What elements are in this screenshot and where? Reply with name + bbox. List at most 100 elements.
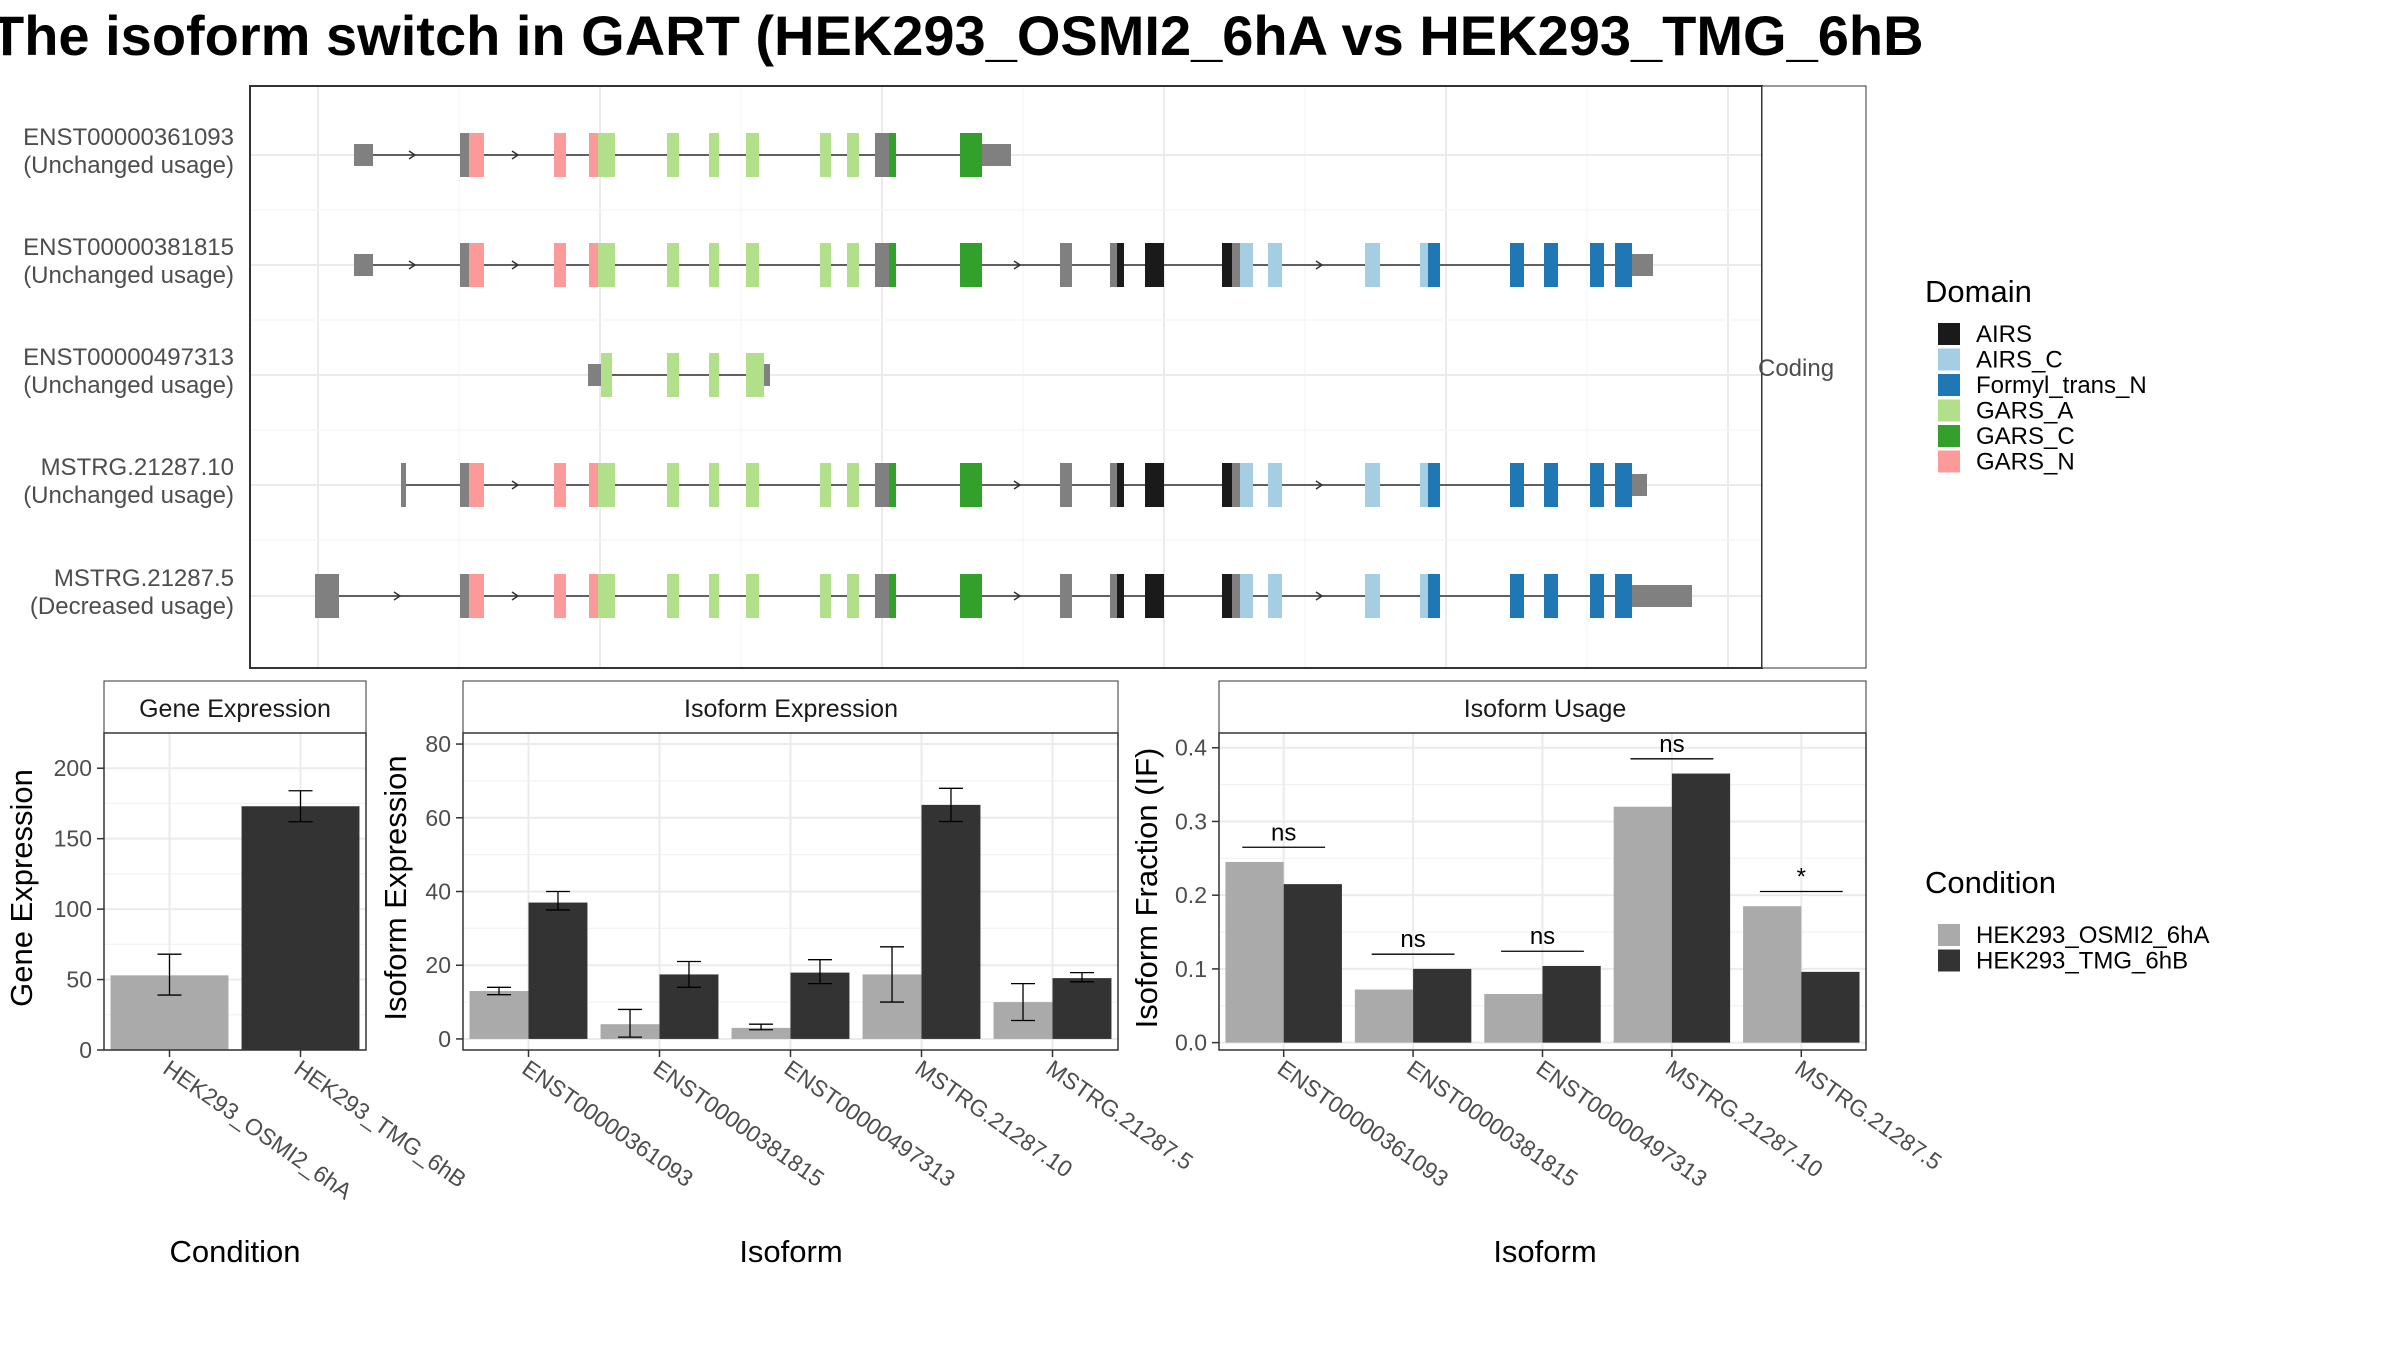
isoform-row-name: ENST00000497313 [23, 344, 234, 371]
bar [1743, 906, 1802, 1043]
exon-segment [598, 463, 615, 507]
exon-segment [598, 243, 615, 287]
condition-legend-title: Condition [1925, 865, 2056, 900]
exon-segment [1145, 243, 1164, 287]
domain-legend-key [1938, 374, 1960, 396]
exon-segment [354, 254, 373, 276]
intron-arrow [1013, 260, 1022, 270]
isoform-row-usage: (Unchanged usage) [23, 482, 234, 509]
exon-segment [667, 463, 679, 507]
isoform-structure-panel: ENST00000361093(Unchanged usage)ENST0000… [23, 85, 1867, 669]
exon-segment [1544, 463, 1558, 507]
exon-segment [1510, 243, 1524, 287]
condition-legend-label: HEK293_TMG_6hB [1976, 948, 2188, 975]
exon-segment [889, 463, 896, 507]
y-tick-label: 0.1 [1175, 956, 1207, 982]
domain-legend-key [1938, 425, 1960, 447]
exon-segment [764, 364, 770, 386]
isoform-row-usage: (Decreased usage) [30, 593, 234, 620]
panel-border [462, 732, 1119, 1051]
exon-segment [1428, 574, 1440, 618]
exon-segment [1615, 574, 1632, 618]
exon-segment [589, 243, 598, 287]
intron-arrow [1013, 591, 1022, 601]
isoform-row-name: ENST00000381815 [23, 234, 234, 261]
bar [241, 806, 360, 1050]
exon-segment [315, 574, 339, 618]
condition-legend-key [1938, 949, 1960, 972]
gene-expression-panel: Condition Gene Expression Gene Expressio… [4, 680, 471, 1269]
exon-segment [1420, 463, 1428, 507]
exon-segment [746, 353, 764, 397]
intron-arrow [393, 591, 402, 601]
exon-segment [1222, 574, 1232, 618]
exon-segment [982, 144, 1011, 166]
domain-legend-label: AIRS [1976, 321, 2032, 348]
exon-segment [820, 243, 831, 287]
y-tick-label: 100 [54, 896, 92, 922]
exon-segment [588, 364, 601, 386]
intron-arrow [511, 260, 520, 270]
isoform-row-usage: (Unchanged usage) [23, 262, 234, 289]
exon-segment [820, 133, 831, 177]
isoform-row-usage: (Unchanged usage) [23, 152, 234, 179]
bar [1283, 884, 1342, 1043]
structure-strip [1761, 85, 1867, 669]
y-tick-label: 50 [66, 967, 92, 993]
exon-segment [709, 243, 719, 287]
bar [1542, 965, 1601, 1043]
exon-segment [1060, 574, 1072, 618]
exon-segment [1117, 243, 1124, 287]
isoexp-panel-strip: Isoform Expression [684, 695, 898, 723]
domain-legend-label: Formyl_trans_N [1976, 372, 2147, 399]
exon-segment [847, 243, 859, 287]
exon-segment [554, 243, 566, 287]
structure-facet-label: Coding [1758, 355, 1834, 382]
exon-segment [1632, 474, 1647, 496]
exon-segment [709, 353, 719, 397]
exon-segment [1240, 243, 1253, 287]
exon-segment [875, 133, 889, 177]
exon-segment [960, 133, 982, 177]
bar [1413, 968, 1472, 1043]
usage-panel-xlabel: Isoform [1493, 1234, 1596, 1269]
exon-segment [601, 353, 612, 397]
exon-segment [460, 133, 469, 177]
exon-segment [746, 463, 759, 507]
exon-segment [1420, 243, 1428, 287]
exon-segment [1268, 574, 1282, 618]
exon-segment [889, 574, 896, 618]
exon-segment [1632, 585, 1692, 607]
domain-legend-label: GARS_A [1976, 398, 2073, 425]
domain-legend-key [1938, 348, 1960, 371]
exon-segment [960, 463, 982, 507]
domain-legend-title: Domain [1925, 274, 2032, 309]
exon-segment [554, 574, 566, 618]
exon-segment [746, 243, 759, 287]
exon-segment [589, 463, 598, 507]
exon-segment [1268, 463, 1282, 507]
exon-segment [875, 574, 889, 618]
exon-segment [354, 144, 373, 166]
exon-segment [1145, 574, 1164, 618]
exon-segment [1615, 243, 1632, 287]
exon-segment [709, 133, 719, 177]
exon-segment [554, 133, 566, 177]
isoform-row-name: MSTRG.21287.10 [41, 454, 234, 481]
exon-segment [554, 463, 566, 507]
exon-segment [1222, 243, 1232, 287]
exon-segment [875, 463, 889, 507]
panel-border [1218, 732, 1867, 1051]
usage-panel-strip: Isoform Usage [1464, 695, 1627, 723]
exon-segment [667, 353, 679, 397]
exon-segment [1060, 463, 1072, 507]
exon-segment [820, 463, 831, 507]
exon-segment [1544, 574, 1558, 618]
exon-segment [667, 133, 679, 177]
exon-segment [598, 574, 615, 618]
isoform-expression-panel: Isoform Isoform Expression Isoform Expre… [378, 680, 1198, 1269]
exon-segment [1365, 243, 1380, 287]
exon-segment [1117, 574, 1124, 618]
exon-segment [960, 574, 982, 618]
